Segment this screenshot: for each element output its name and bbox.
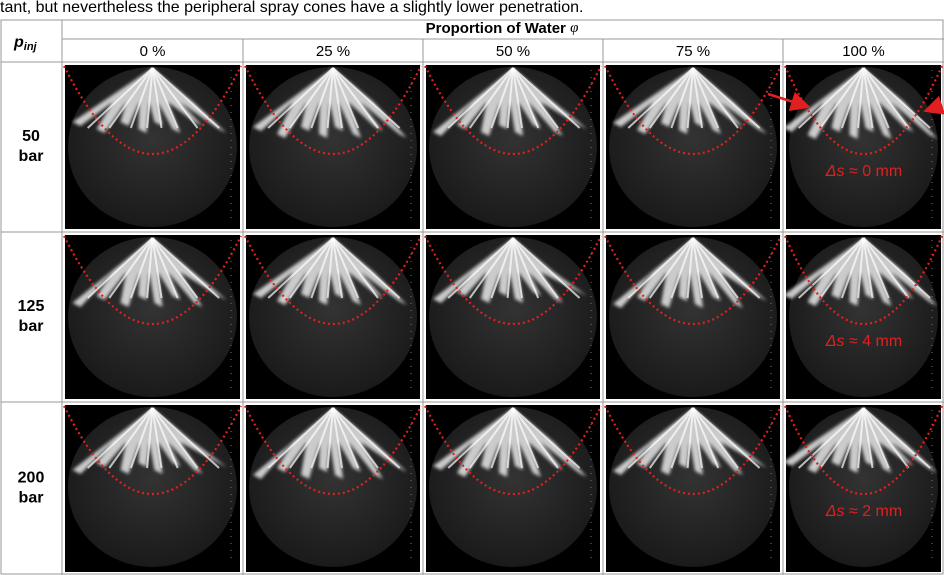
spray-image	[425, 65, 601, 229]
column-header: 0 %	[140, 43, 166, 60]
delta-symbol: Δs	[825, 333, 845, 350]
delta-annotation: Δs ≈ 4 mm	[825, 333, 902, 350]
spray-image	[784, 235, 943, 399]
spray-image	[784, 65, 943, 229]
column-header: 50 %	[496, 43, 530, 60]
delta-annotation: Δs ≈ 2 mm	[825, 503, 902, 520]
delta-annotation: Δs ≈ 0 mm	[825, 163, 902, 180]
spray-image	[64, 65, 241, 229]
spray-image	[245, 405, 421, 572]
delta-text: ≈ 0 mm	[849, 163, 902, 180]
spray-image	[605, 65, 781, 229]
delta-symbol: Δs	[825, 503, 845, 520]
spray-image	[245, 235, 421, 399]
row-label: 200	[18, 470, 45, 487]
figure: tant, but nevertheless the peripheral sp…	[0, 0, 944, 575]
spray-image	[605, 235, 781, 399]
group-header: Proportion of Water φ	[426, 20, 579, 37]
row-label: bar	[19, 318, 44, 335]
page: tant, but nevertheless the peripheral sp…	[0, 0, 944, 575]
spray-image	[425, 405, 601, 572]
row-label: 50	[22, 128, 40, 145]
column-header: 75 %	[676, 43, 710, 60]
row-label: bar	[19, 490, 44, 507]
row-label: 125	[18, 298, 45, 315]
spray-image	[64, 405, 241, 572]
row-label: bar	[19, 148, 44, 165]
spray-image	[784, 405, 943, 572]
corner-label: pinj	[13, 34, 38, 53]
spray-image	[245, 65, 421, 229]
delta-text: ≈ 2 mm	[849, 503, 902, 520]
delta-text: ≈ 4 mm	[849, 333, 902, 350]
column-header: 100 %	[842, 43, 885, 60]
column-header: 25 %	[316, 43, 350, 60]
delta-symbol: Δs	[825, 163, 845, 180]
spray-image	[425, 235, 601, 399]
spray-image	[605, 405, 781, 572]
spray-image	[64, 235, 241, 399]
intro-text: tant, but nevertheless the peripheral sp…	[0, 0, 583, 16]
